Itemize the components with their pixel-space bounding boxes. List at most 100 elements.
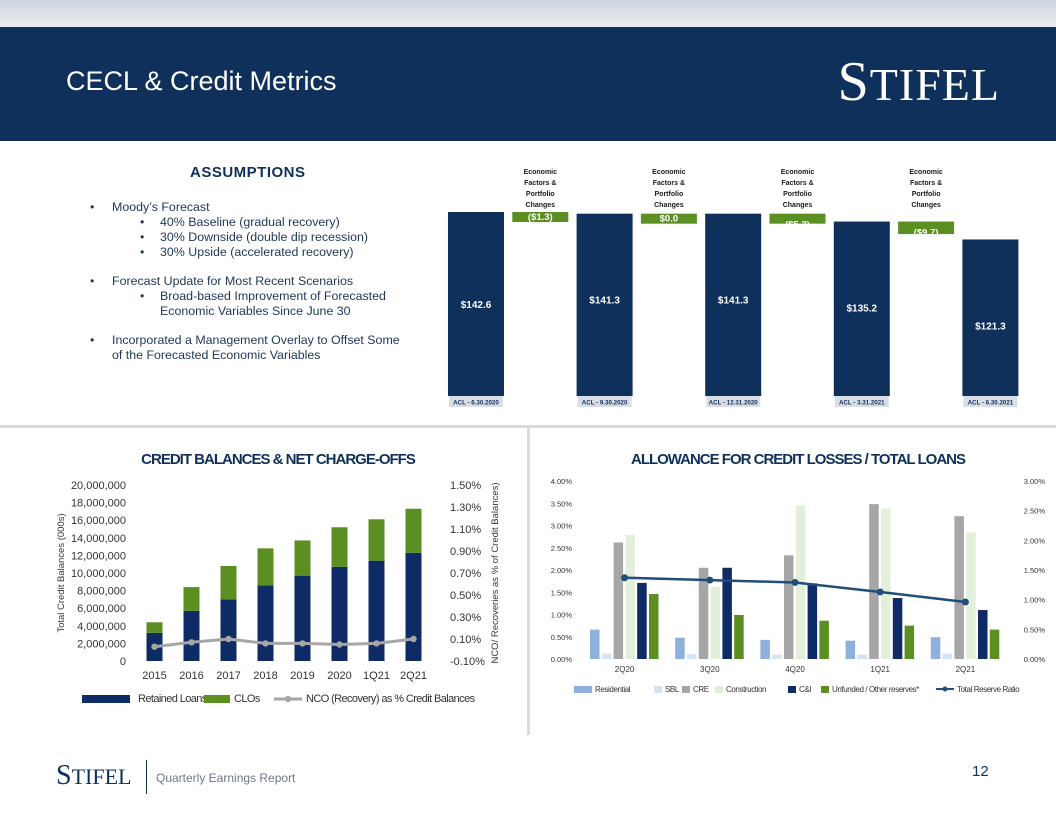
logo-initial: S (837, 51, 870, 113)
waterfall-bar (962, 239, 1019, 396)
footer-text: Quarterly Earnings Report (156, 771, 296, 785)
total-reserve-point (876, 588, 884, 596)
nco-point (373, 640, 380, 647)
bar-residential (675, 637, 685, 659)
y-tick-label: 12,000,000 (71, 550, 126, 562)
legend-label: CRE (693, 685, 709, 694)
legend-swatch-retained (82, 695, 130, 703)
delta-category-label: Changes (654, 202, 684, 209)
bullet-text: Forecast Update for Most Recent Scenario… (112, 274, 354, 288)
y-axis-label: Total Credit Balances (000s) (56, 513, 67, 632)
bar-residential (930, 637, 941, 659)
legend-marker-nco (284, 695, 292, 703)
x-tick-label: 1Q21 (870, 665, 890, 674)
sub-bullet-text: 30% Upside (accelerated recovery) (160, 245, 354, 259)
category-label-box (963, 396, 1018, 407)
delta-category-label: Portfolio (655, 191, 684, 198)
y-tick-label: 4.00% (551, 477, 573, 486)
logo-rest: TIFEL (71, 764, 132, 789)
y-right-tick-label: 0.50% (1024, 625, 1046, 634)
nco-point (336, 641, 343, 648)
legend-swatch (788, 686, 796, 693)
x-tick-label: 2019 (290, 670, 314, 682)
legend-swatch (682, 686, 690, 693)
category-label-box (577, 396, 632, 407)
bar-sbl (857, 654, 867, 659)
y-tick-label: 1.50% (551, 588, 573, 597)
bullet-item: • Moody’s Forecast (90, 200, 210, 214)
x-tick-label: 4Q20 (785, 665, 805, 674)
assumptions-list: • Moody’s Forecast • 40% Baseline (gradual… (90, 200, 420, 363)
legend-swatch (574, 686, 592, 693)
category-label: ACL - 3.31.2021 (839, 400, 885, 407)
y-right-tick-label: 0.00% (1024, 655, 1046, 664)
bar-unfunded-other-reserves- (989, 629, 1000, 659)
bar-retained-loans (405, 552, 422, 661)
y-right-tick-label: 1.50% (1024, 566, 1046, 575)
y-tick-label: 4,000,000 (77, 621, 126, 633)
bullet-item: • Forecast Update for Most Recent Scenari… (90, 274, 354, 288)
delta-value-label: ($9.7) (914, 228, 939, 239)
category-label: ACL - 9.30.2020 (582, 400, 628, 407)
y-right-tick-label: 1.30% (450, 502, 481, 514)
legend-swatch (715, 686, 723, 693)
bar-c-i (807, 583, 818, 659)
bar-value-label: $141.3 (589, 296, 620, 307)
bar-value-label: $141.3 (718, 296, 749, 307)
x-tick-label: 2016 (179, 670, 203, 682)
bar-c-i (722, 567, 732, 659)
sub-bullet-item: • 30% Downside (double dip recession) (140, 230, 369, 244)
bar-cre (613, 542, 624, 659)
bar-residential (845, 640, 856, 659)
bullet-text: Incorporated a Management Overlay to Off… (112, 333, 400, 362)
sub-bullet-text: 30% Downside (double dip recession) (160, 230, 369, 244)
y-tick-label: 8,000,000 (77, 586, 126, 598)
bar-unfunded-other-reserves- (649, 594, 659, 659)
x-tick-label: 2018 (253, 670, 277, 682)
footer-separator (146, 760, 147, 794)
y-tick-label: 1.00% (551, 611, 573, 620)
logo-initial: S (56, 760, 72, 791)
bar-retained-loans (368, 560, 385, 661)
waterfall-bar (833, 221, 890, 396)
delta-category-label: Economic (909, 169, 943, 176)
bar-sbl (687, 654, 697, 659)
bar-unfunded-other-reserves- (819, 620, 829, 659)
bar-sbl (772, 654, 782, 659)
legend-swatch-clos (204, 695, 230, 703)
bar-cre (698, 567, 709, 659)
credit-balances-chart: CREDIT BALANCES & NET CHARGE-OFFS 20,000,… (56, 451, 501, 705)
y-right-tick-label: 0.50% (450, 590, 481, 602)
bar-clos (405, 508, 422, 553)
footer-logo: STIFEL (56, 760, 131, 792)
legend-label: NCO (Recovery) as % Credit Balances (306, 693, 476, 705)
delta-category-label: Changes (911, 202, 941, 209)
delta-category-label: Portfolio (526, 191, 555, 198)
y-tick-label: 10,000,000 (71, 568, 126, 580)
category-label: ACL - 6.30.2020 (453, 400, 499, 407)
page-title: CECL & Credit Metrics (66, 66, 337, 96)
x-tick-label: 2Q21 (400, 670, 427, 682)
bar-c-i (978, 610, 988, 659)
bar-value-label: $135.2 (847, 304, 878, 315)
delta-category-label: Portfolio (783, 191, 812, 198)
category-label-box (706, 396, 761, 407)
y-right-tick-label: 2.50% (1024, 507, 1046, 516)
delta-category-label: Economic (781, 169, 815, 176)
bar-unfunded-other-reserves- (734, 614, 744, 659)
bar-construction (710, 586, 721, 659)
waterfall-delta-bar (640, 213, 697, 224)
total-reserve-point (961, 598, 969, 606)
nco-line (154, 637, 414, 649)
waterfall-bar (576, 213, 633, 396)
waterfall-delta-bar (769, 213, 826, 224)
legend-label: C&I (799, 685, 811, 694)
y-tick-label: 6,000,000 (77, 603, 126, 615)
x-tick-label: 2Q21 (956, 665, 976, 674)
y-right-tick-label: 0.10% (450, 634, 481, 646)
category-label-box (834, 396, 889, 407)
delta-category-label: Changes (783, 202, 813, 209)
bar-clos (257, 548, 274, 586)
page-number: 12 (972, 763, 989, 780)
y-right-tick-label: 2.00% (1024, 536, 1046, 545)
